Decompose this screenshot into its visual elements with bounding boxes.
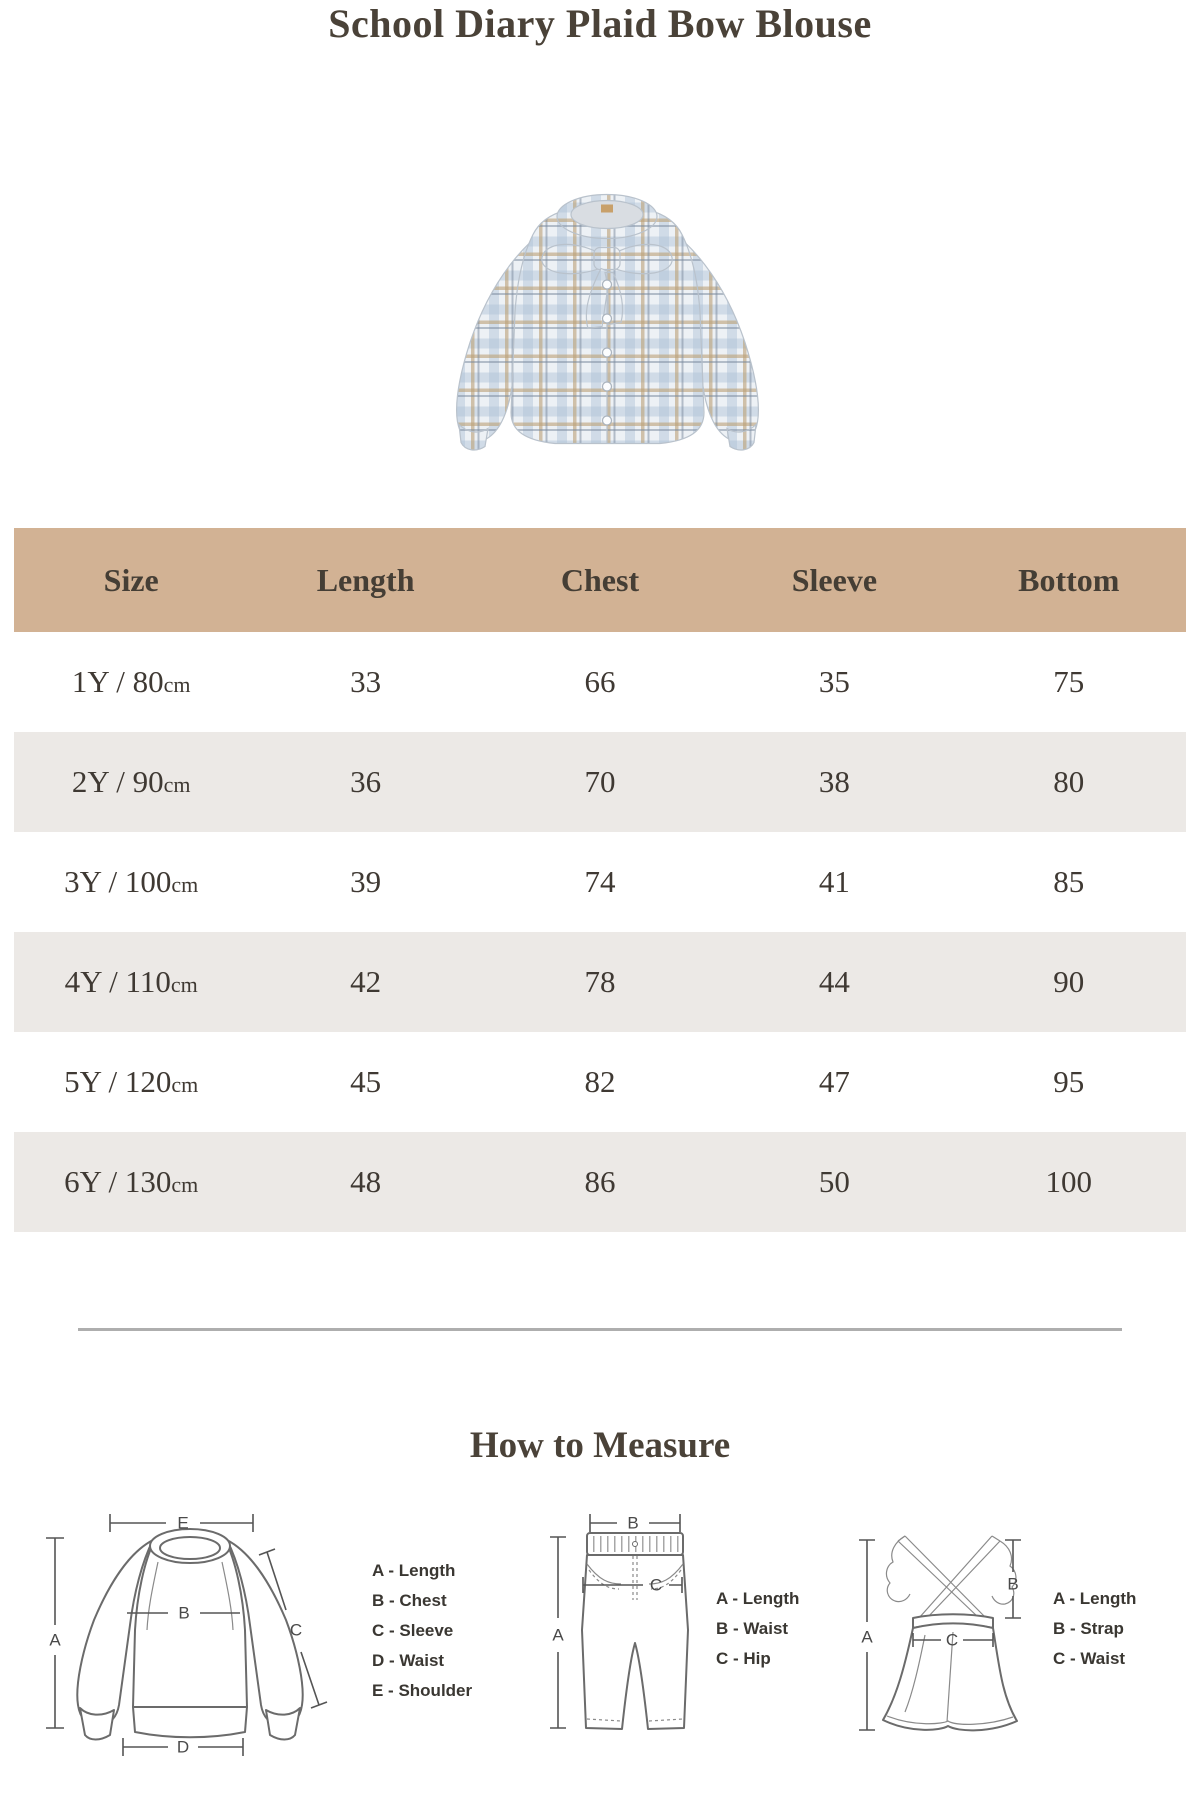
- measure-letter: C: [946, 1630, 958, 1649]
- measure-letter: B: [1007, 1574, 1018, 1593]
- legend-item: C - Sleeve: [372, 1621, 454, 1640]
- length-value: 36: [350, 764, 382, 799]
- bottom-value: 95: [1053, 1064, 1085, 1099]
- sleeve-value: 50: [818, 1164, 850, 1199]
- legend-item: C - Waist: [1053, 1649, 1126, 1668]
- table-row: 1Y / 80cm 33 66 35 75: [14, 632, 1186, 732]
- chest-value: 82: [584, 1064, 616, 1099]
- legend-item: B - Strap: [1053, 1619, 1124, 1638]
- header-cell-chest: Chest: [560, 561, 640, 598]
- measure-letter: C: [290, 1620, 302, 1639]
- legend-item: A - Length: [716, 1589, 800, 1608]
- size-label: 3Y / 100cm: [64, 864, 199, 899]
- top-measure-legend: A - Length B - Chest C - Sleeve D - Wais…: [372, 1556, 472, 1706]
- legend-item: A - Length: [372, 1561, 456, 1580]
- blouse-illustration: [456, 193, 759, 451]
- page-title: School Diary Plaid Bow Blouse: [328, 1, 872, 46]
- pants-measure-diagram: A B C: [550, 1513, 689, 1730]
- legend-item: E - Shoulder: [372, 1681, 473, 1700]
- top-measure-diagram: A B C D E: [46, 1513, 328, 1756]
- length-value: 48: [350, 1164, 382, 1199]
- length-value: 33: [350, 664, 382, 699]
- header-cell-bottom: Bottom: [1018, 561, 1120, 598]
- header-cell-sleeve: Sleeve: [791, 561, 878, 598]
- measure-letter: A: [49, 1630, 61, 1649]
- measure-letter: A: [861, 1627, 873, 1646]
- measure-letter: B: [627, 1513, 638, 1532]
- sleeve-value: 47: [818, 1064, 850, 1099]
- pants-measure-legend: A - Length B - Waist C - Hip: [716, 1584, 799, 1674]
- table-row: 2Y / 90cm 36 70 38 80: [14, 732, 1186, 832]
- legend-item: D - Waist: [372, 1651, 445, 1670]
- table-row: 6Y / 130cm 48 86 50 100: [14, 1132, 1186, 1232]
- header-cell-size: Size: [103, 561, 159, 598]
- chest-value: 78: [584, 964, 616, 999]
- length-value: 42: [350, 964, 382, 999]
- divider: [78, 1328, 1122, 1331]
- bottom-value: 75: [1053, 664, 1085, 699]
- skirt-measure-diagram: A B C: [859, 1535, 1021, 1732]
- measure-letter: B: [178, 1603, 189, 1622]
- table-row: 4Y / 110cm 42 78 44 90: [14, 932, 1186, 1032]
- bottom-value: 100: [1045, 1164, 1093, 1199]
- measure-letter: E: [177, 1513, 188, 1532]
- size-label: 6Y / 130cm: [64, 1164, 199, 1199]
- measure-section-title: How to Measure: [469, 1425, 731, 1466]
- size-label: 4Y / 110cm: [64, 964, 198, 999]
- measure-letter: C: [650, 1575, 662, 1594]
- product-photo: [456, 193, 759, 451]
- table-row: 3Y / 100cm 39 74 41 85: [14, 832, 1186, 932]
- measure-letter: D: [177, 1737, 189, 1756]
- size-table-header: Size Length Chest Sleeve Bottom: [14, 528, 1186, 632]
- sleeve-value: 41: [818, 864, 850, 899]
- length-value: 45: [350, 1064, 382, 1099]
- legend-item: A - Length: [1053, 1589, 1137, 1608]
- skirt-measure-legend: A - Length B - Strap C - Waist: [1053, 1584, 1136, 1674]
- bottom-value: 90: [1053, 964, 1085, 999]
- sleeve-value: 44: [818, 964, 850, 999]
- legend-item: B - Chest: [372, 1591, 447, 1610]
- bottom-value: 80: [1053, 764, 1085, 799]
- legend-item: B - Waist: [716, 1619, 789, 1638]
- measure-letter: A: [552, 1625, 564, 1644]
- size-table: Size Length Chest Sleeve Bottom 1Y / 80c…: [14, 528, 1186, 1232]
- header-cell-length: Length: [316, 561, 415, 598]
- size-label: 5Y / 120cm: [64, 1064, 199, 1099]
- chest-value: 70: [584, 764, 616, 799]
- bottom-value: 85: [1053, 864, 1085, 899]
- chest-value: 86: [584, 1164, 616, 1199]
- chest-value: 66: [584, 664, 616, 699]
- sleeve-value: 35: [818, 664, 850, 699]
- legend-item: C - Hip: [716, 1649, 771, 1668]
- table-row: 5Y / 120cm 45 82 47 95: [14, 1032, 1186, 1132]
- chest-value: 74: [584, 864, 616, 899]
- length-value: 39: [350, 864, 382, 899]
- sleeve-value: 38: [818, 764, 850, 799]
- size-label: 1Y / 80cm: [71, 664, 191, 699]
- size-label: 2Y / 90cm: [71, 764, 191, 799]
